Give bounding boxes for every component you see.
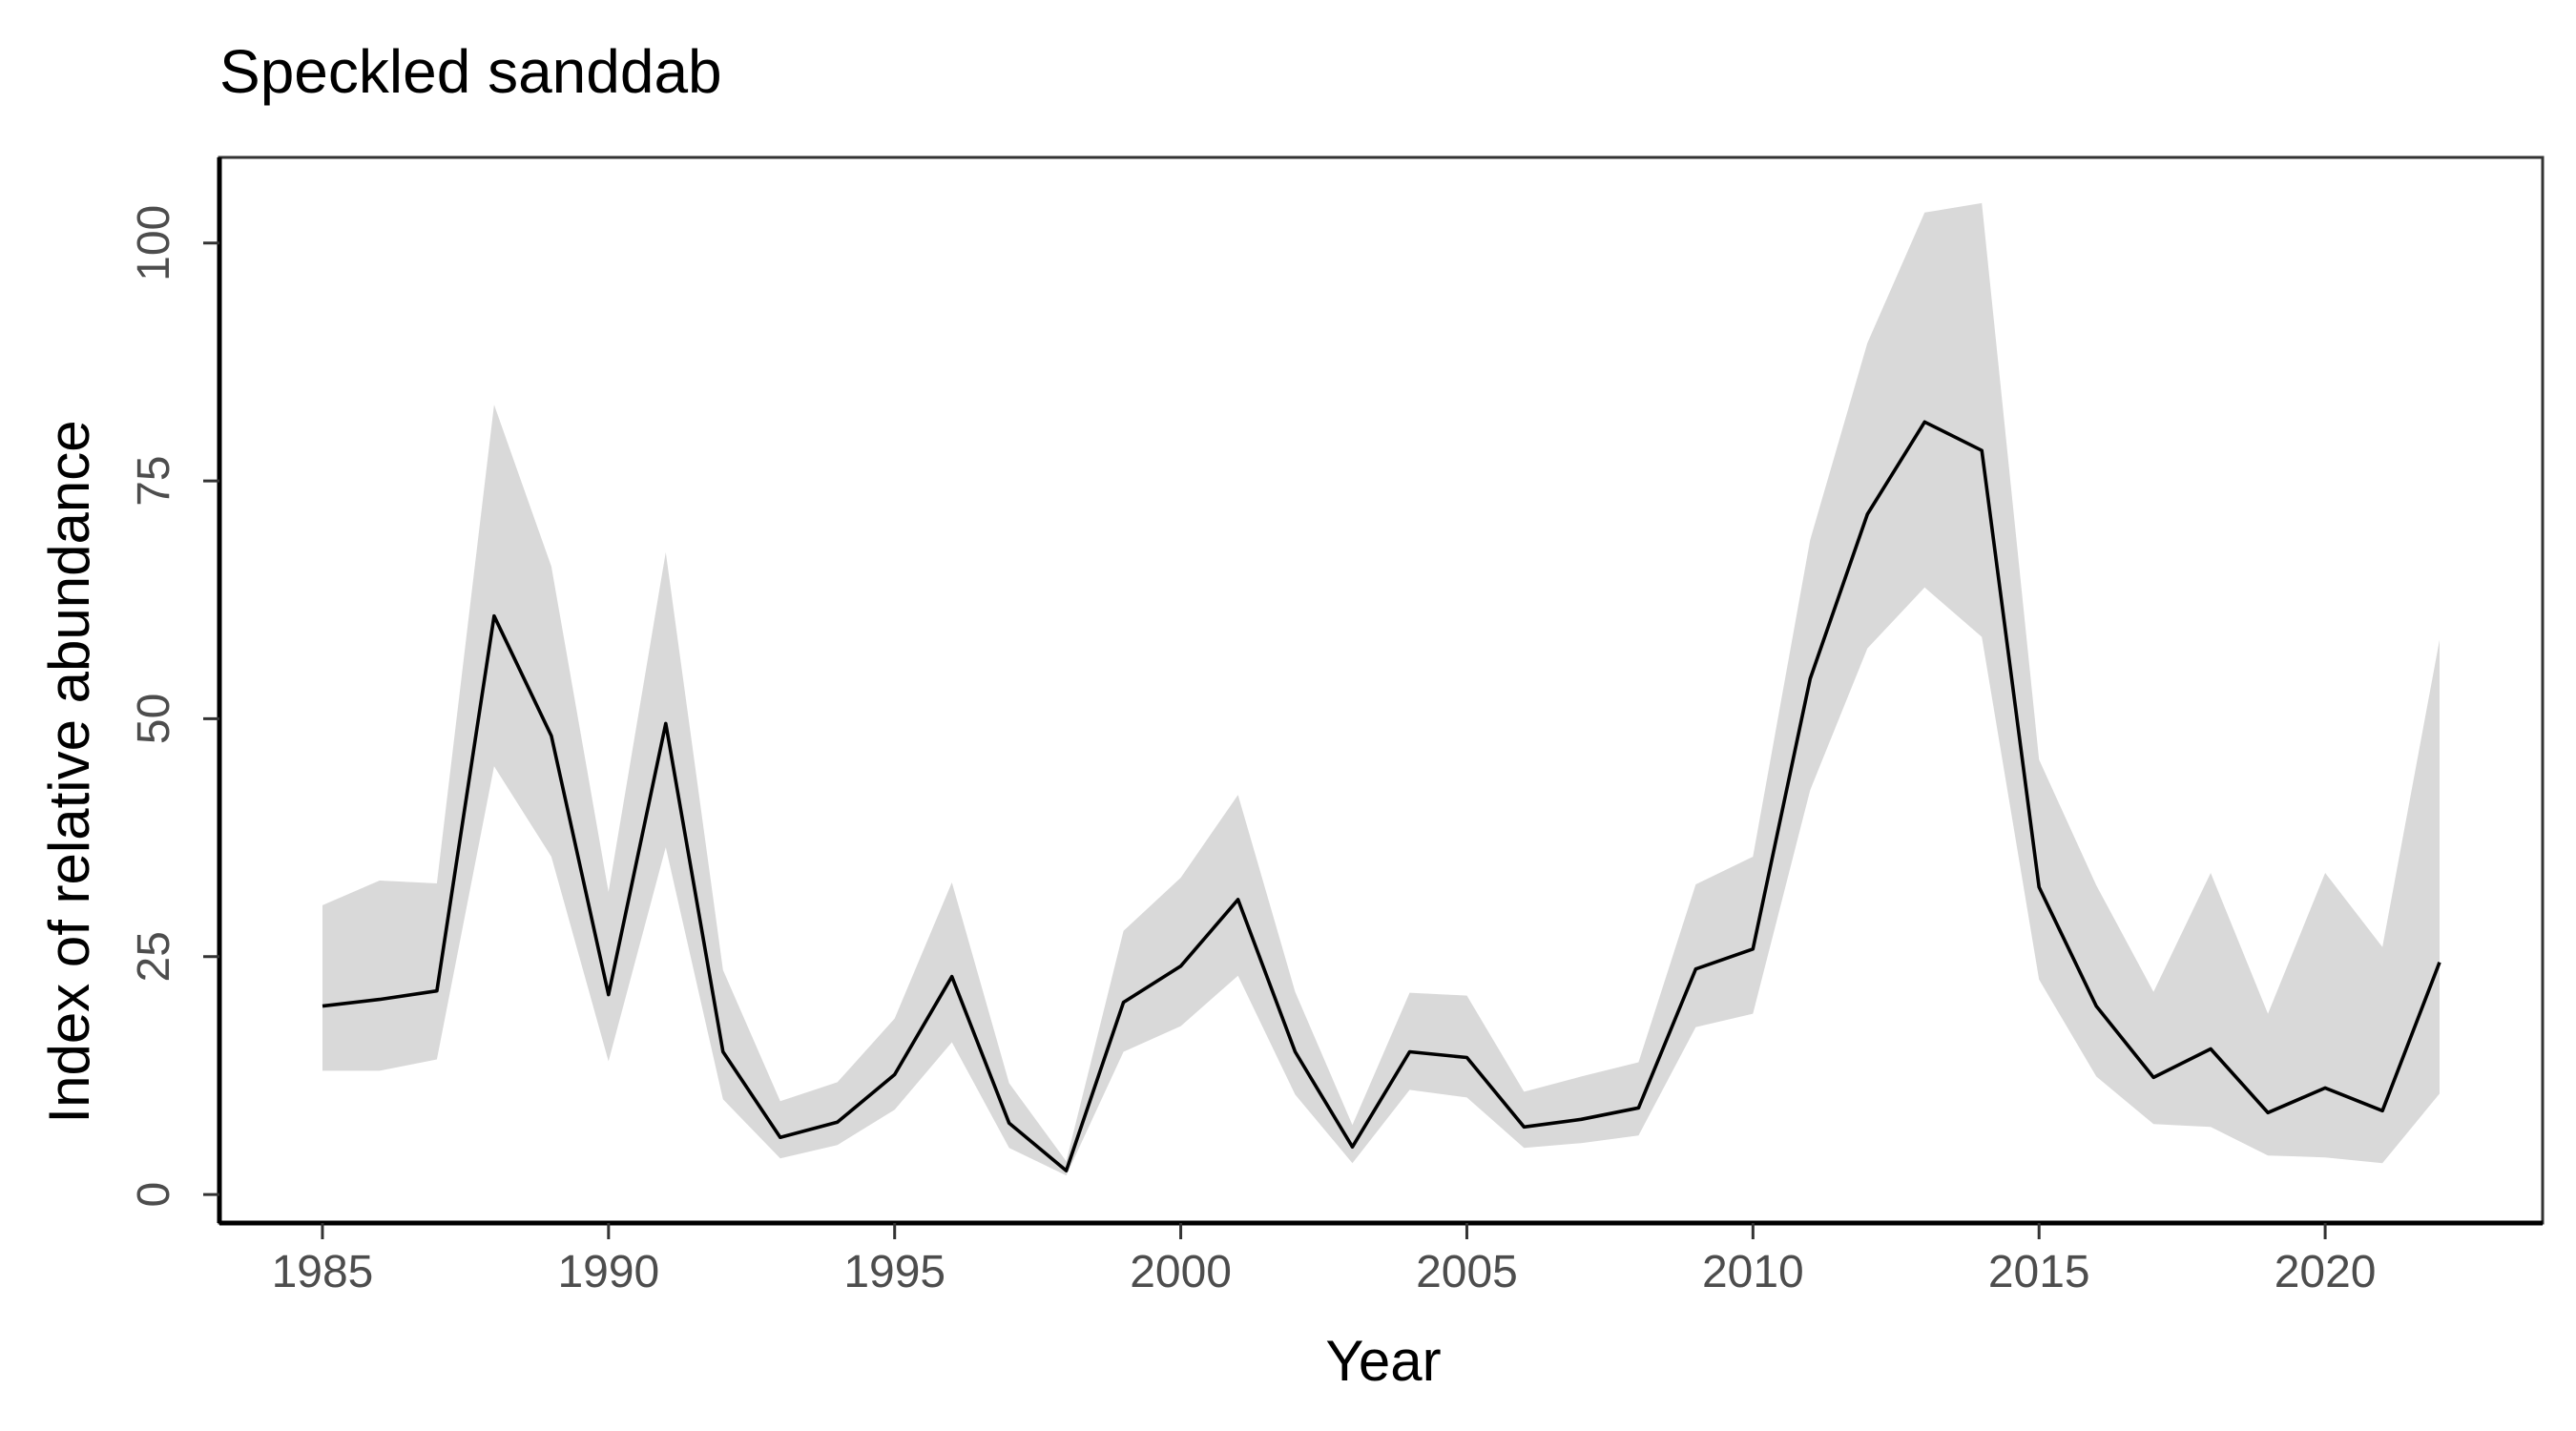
x-axis-title: Year bbox=[1325, 1329, 1441, 1393]
index-line bbox=[322, 420, 2441, 1172]
x-tick-label: 1985 bbox=[272, 1247, 374, 1297]
chart-title: Speckled sanddab bbox=[219, 37, 722, 106]
y-tick-label: 50 bbox=[129, 694, 179, 744]
x-tick-label: 2010 bbox=[1702, 1247, 1804, 1297]
y-tick-label: 100 bbox=[129, 205, 179, 281]
plot-area: 1985 1990 1995 2000 2005 2010 2015 2020 0 25 50 75 1… bbox=[129, 156, 2545, 1297]
x-tick-label: 1990 bbox=[557, 1247, 659, 1297]
x-tick-label: 1995 bbox=[843, 1247, 945, 1297]
y-tick-label: 25 bbox=[129, 931, 179, 982]
x-tick-label: 2000 bbox=[1130, 1247, 1232, 1297]
y-axis-title: Index of relative abundance bbox=[37, 420, 101, 1123]
x-tick-label: 2020 bbox=[2275, 1247, 2377, 1297]
x-tick-label: 2015 bbox=[1988, 1247, 2090, 1297]
y-tick-label: 0 bbox=[129, 1182, 179, 1208]
y-tick-label: 75 bbox=[129, 455, 179, 506]
x-tick-label: 2005 bbox=[1416, 1247, 1518, 1297]
